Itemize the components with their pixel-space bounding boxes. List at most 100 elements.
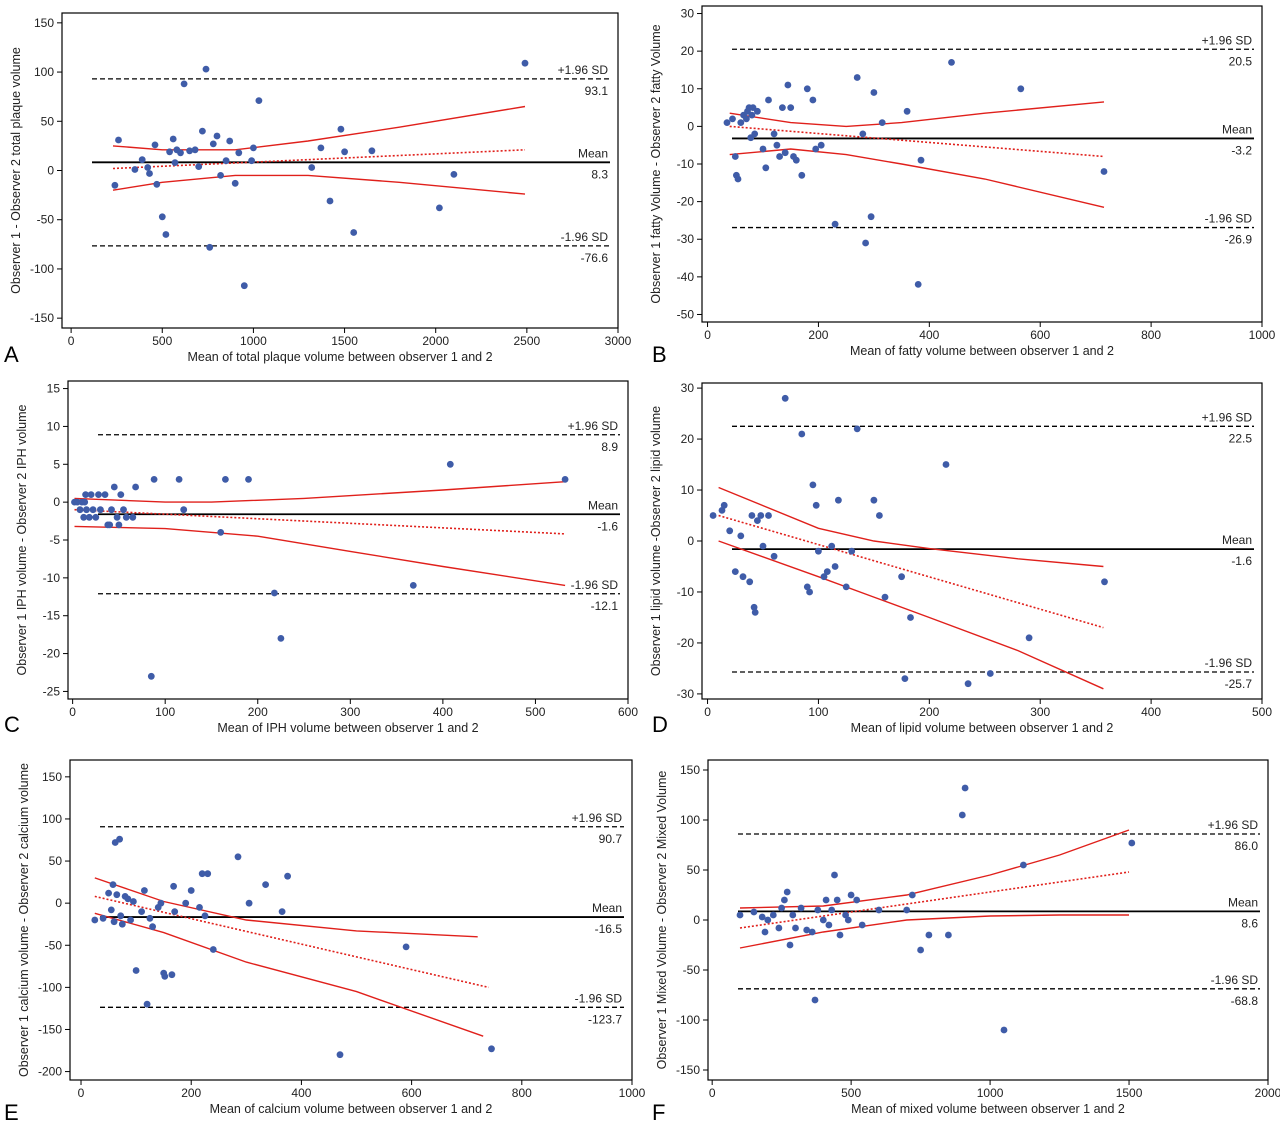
panel-d: 0 100 200 300 400 500 -30 -20 -10 0 10 20 30 Mean of … [649,381,1272,737]
ci-upper-curve [739,829,1130,909]
y-axis-label: Observer 1 - Observer 2 total plaque vol… [9,47,23,294]
y-tick-label: 0 [687,534,694,548]
plot-frame [67,380,629,700]
y-axis-label: Observer 1 IPH volume - Observer 2 IPH v… [15,404,29,675]
data-point [201,912,209,920]
upper-limit-label: +1.96 SD [558,63,609,77]
x-tick-label: 500 [152,334,172,348]
data-point [108,506,115,514]
data-point [789,911,797,919]
data-point [222,476,229,483]
y-tick-label: 10 [47,419,61,433]
data-point [948,59,955,66]
data-point [206,243,214,251]
upper-limit-label: +1.96 SD [1202,410,1253,424]
data-point [770,552,778,560]
lower-limit-label: -1.96 SD [561,230,609,244]
x-tick-label: 500 [841,1086,861,1100]
data-point [248,157,256,165]
y-tick-label: -200 [38,1065,62,1079]
data-point [171,908,179,915]
data-point [153,180,161,188]
y-tick-label: -15 [43,609,61,623]
data-point [781,394,789,402]
x-tick-label: 800 [1141,328,1161,342]
x-tick-label: 200 [919,705,939,719]
panel-letter: C [4,712,20,737]
y-tick-label: -150 [30,311,54,325]
x-tick-label: 0 [69,705,76,719]
panel-a: 0 500 1000 1500 2000 2500 3000 -150 -100 -50 0 50 10… [4,12,632,367]
data-point [942,461,950,468]
y-axis-label: Observer 1 calcium volume - Observer 2 c… [17,763,31,1077]
mean-value: 8.6 [1241,916,1258,930]
upper-limit-value: 93.1 [585,84,609,98]
data-point [917,946,924,954]
upper-limit-label: +1.96 SD [568,419,619,433]
data-point [245,899,253,907]
data-point [731,568,739,575]
data-point [831,563,839,570]
y-tick-label: 50 [687,863,701,877]
ci-upper-curve [729,101,1105,128]
data-point [876,512,883,519]
plot-frame [701,382,1263,700]
data-point [762,164,770,172]
data-point [757,512,765,519]
x-tick-label: 0 [78,1086,85,1100]
data-point [337,125,345,133]
panel-e: 0 200 400 600 800 1000 -200 -150 -100 -50 0 50 100 15… [4,759,646,1124]
data-point [751,609,759,616]
data-point [914,281,922,288]
data-point [235,149,243,157]
y-tick-label: -50 [37,213,55,227]
y-tick-label: -25 [43,684,61,698]
data-point [809,481,817,489]
data-point [903,107,911,115]
data-point [903,906,911,914]
regression-line [729,125,1105,158]
data-point [870,496,878,504]
upper-limit-value: 22.5 [1229,431,1253,445]
data-point [797,904,805,912]
data-point [773,141,781,149]
data-point [168,971,176,979]
data-point [781,896,788,904]
x-axis-label: Mean of calcium volume between observer … [210,1102,493,1116]
data-point [124,895,132,903]
data-point [825,921,833,929]
data-point [786,941,794,949]
data-point [798,430,806,438]
upper-limit-value: 90.7 [599,832,623,846]
data-point [144,164,152,171]
data-point [101,491,109,498]
lower-limit-value: -68.8 [1231,994,1259,1008]
data-point [781,149,789,157]
data-point [898,573,905,581]
lower-limit-label: -1.96 SD [575,991,623,1005]
data-point [775,924,783,932]
x-tick-label: 200 [248,705,268,719]
data-point [117,491,125,498]
ci-upper-curve [74,481,566,503]
data-point [836,931,844,939]
data-point [787,104,795,111]
data-point [141,887,148,894]
y-tick-label: 20 [681,44,695,58]
y-tick-label: 10 [681,82,695,96]
y-tick-label: -50 [677,307,695,321]
data-point [191,146,199,154]
panel-letter: F [652,1100,665,1124]
y-tick-label: 50 [49,854,63,868]
y-tick-label: -10 [43,571,61,585]
data-point [759,542,767,550]
data-point [737,532,745,540]
data-point [737,119,745,126]
data-point [751,130,759,138]
data-point [812,501,820,509]
data-point [925,931,933,939]
x-tick-label: 400 [919,328,939,342]
data-point [739,573,747,581]
y-tick-label: -150 [676,1063,700,1077]
x-tick-label: 100 [155,705,175,719]
